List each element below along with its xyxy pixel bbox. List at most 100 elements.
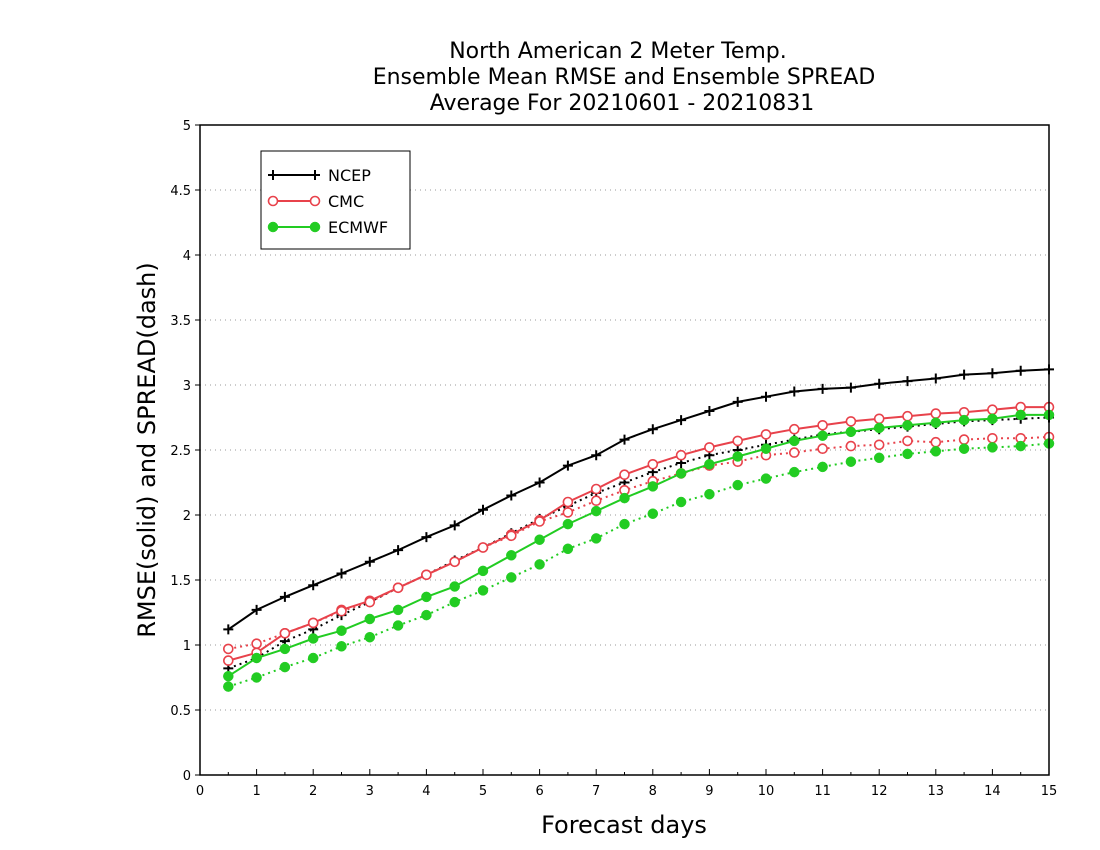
series-cmc-rmse-point: [732, 435, 744, 447]
series-cmc-spread-point: [477, 542, 489, 553]
series-ecmwf-spread-point: [845, 456, 857, 467]
series-ecmwf-spread-line: [227, 442, 1050, 688]
y-tick-label: 1.5: [170, 574, 191, 589]
series-ecmwf-rmse-point: [279, 643, 291, 655]
series-cmc-rmse-point: [562, 496, 574, 508]
series-ecmwf-rmse-point: [506, 550, 517, 561]
series-ecmwf-spread-point: [789, 466, 800, 478]
series-cmc-spread-point: [223, 643, 234, 655]
series-ecmwf-spread-point: [307, 652, 319, 664]
y-tick-label: 4: [183, 249, 191, 264]
legend-marker-ncep: [268, 170, 278, 180]
x-tick-label: 3: [366, 784, 374, 799]
series-ncep-rmse-point: [959, 369, 970, 380]
series-ncep-rmse-point: [902, 376, 913, 387]
series-ecmwf-spread-point: [336, 641, 347, 652]
series-cmc-spread-point: [279, 627, 291, 639]
y-tick-label: 0: [183, 769, 191, 784]
series-ecmwf-rmse-point: [477, 565, 489, 577]
series-cmc-spread-point: [251, 638, 262, 650]
series-ncep-rmse-point: [676, 415, 687, 426]
series-ecmwf-rmse-point: [873, 422, 885, 434]
series-ecmwf-rmse-point: [987, 413, 998, 425]
legend-item-ncep: NCEP: [268, 166, 371, 185]
series-ecmwf-rmse-line: [227, 413, 1049, 678]
series-ncep-rmse-point: [562, 460, 573, 471]
legend-marker-ncep: [310, 170, 320, 180]
series-ncep-rmse-point: [987, 368, 998, 379]
series-ecmwf-spread-point: [449, 596, 460, 608]
series-ncep-rmse-point: [449, 520, 460, 531]
y-tick-label: 5: [183, 119, 191, 134]
series-ecmwf-rmse-point: [902, 420, 913, 431]
series-cmc-spread-point: [873, 439, 885, 451]
series-cmc-rmse-point: [704, 442, 715, 453]
x-tick-label: 0: [196, 784, 204, 799]
chart-title-line-2: Ensemble Mean RMSE and Ensemble SPREAD: [373, 65, 876, 90]
series-cmc-rmse-point: [619, 469, 630, 481]
series-ecmwf-rmse-point: [364, 613, 376, 625]
x-tick-label: 9: [705, 784, 713, 799]
legend-label-cmc: CMC: [328, 192, 364, 211]
legend-label-ecmwf: ECMWF: [328, 218, 388, 237]
y-tick-label: 1: [183, 639, 191, 654]
series-ncep-rmse-point: [478, 504, 488, 515]
series-ncep-rmse-point: [279, 591, 290, 602]
series-cmc-rmse-point: [902, 410, 913, 422]
x-tick-label: 4: [422, 784, 430, 799]
series-ecmwf-spread-point: [223, 681, 234, 692]
series-ecmwf-spread-point: [958, 443, 970, 454]
y-tick-label: 3: [183, 379, 191, 394]
legend-marker-ecmwf: [267, 221, 279, 233]
series-cmc-spread-point: [449, 556, 461, 568]
series-cmc-spread-point: [421, 569, 432, 581]
series-ncep-rmse-point: [845, 382, 856, 393]
series-ecmwf-rmse-point: [817, 430, 828, 441]
x-tick-label: 12: [871, 784, 888, 799]
y-tick-label: 4.5: [170, 184, 191, 199]
legend-label-ncep: NCEP: [328, 166, 371, 185]
series-cmc-rmse-point: [223, 655, 234, 666]
series-cmc-spread-point: [534, 516, 545, 527]
series-ncep-rmse-point: [421, 532, 432, 543]
series-layer: [223, 364, 1055, 692]
series-cmc-spread-point: [364, 596, 376, 608]
series-ecmwf-spread-point: [534, 559, 545, 570]
series-ecmwf-spread-point: [421, 609, 432, 621]
series-ncep-rmse-point: [930, 373, 941, 384]
series-cmc-spread-point: [845, 440, 857, 452]
series-ecmwf-spread-point: [364, 631, 376, 643]
series-ecmwf-spread-point: [930, 446, 942, 457]
series-cmc-spread-point: [930, 436, 942, 448]
x-tick-label: 13: [928, 784, 945, 799]
series-ncep-rmse-point: [874, 378, 885, 389]
series-cmc-rmse-point: [675, 449, 687, 461]
series-ncep-rmse-point: [732, 396, 743, 407]
x-tick-label: 10: [758, 784, 775, 799]
series-cmc-rmse-point: [760, 429, 772, 440]
series-ecmwf-spread-point: [1015, 440, 1026, 452]
series-cmc-rmse-point: [788, 423, 800, 435]
series-ncep-rmse-point: [506, 490, 517, 501]
series-ecmwf-spread-point: [647, 508, 659, 519]
x-tick-label: 6: [535, 784, 543, 799]
series-ecmwf-spread-point: [732, 479, 743, 491]
x-tick-label: 1: [252, 784, 260, 799]
x-tick-label: 8: [649, 784, 657, 799]
chart-title: North American 2 Meter Temp. Ensemble Me…: [373, 39, 876, 116]
series-ncep-rmse-point: [761, 391, 771, 402]
series-cmc-rmse-point: [845, 416, 857, 427]
series-ncep-rmse-point: [336, 568, 347, 579]
series-ecmwf-spread-point: [817, 461, 828, 473]
series-cmc-rmse-point: [873, 413, 885, 425]
series-ncep-rmse-point: [534, 477, 545, 488]
series-ncep-rmse-point: [393, 545, 404, 556]
x-axis-label: Forecast days: [541, 811, 707, 839]
series-ncep-spread-line: [227, 416, 1050, 670]
y-tick-label: 0.5: [170, 704, 191, 719]
series-ncep-rmse-point: [251, 604, 262, 615]
series-cmc-spread-point: [336, 605, 347, 617]
series-ecmwf-spread-point: [987, 442, 998, 453]
series-ecmwf-spread-point: [704, 488, 715, 500]
